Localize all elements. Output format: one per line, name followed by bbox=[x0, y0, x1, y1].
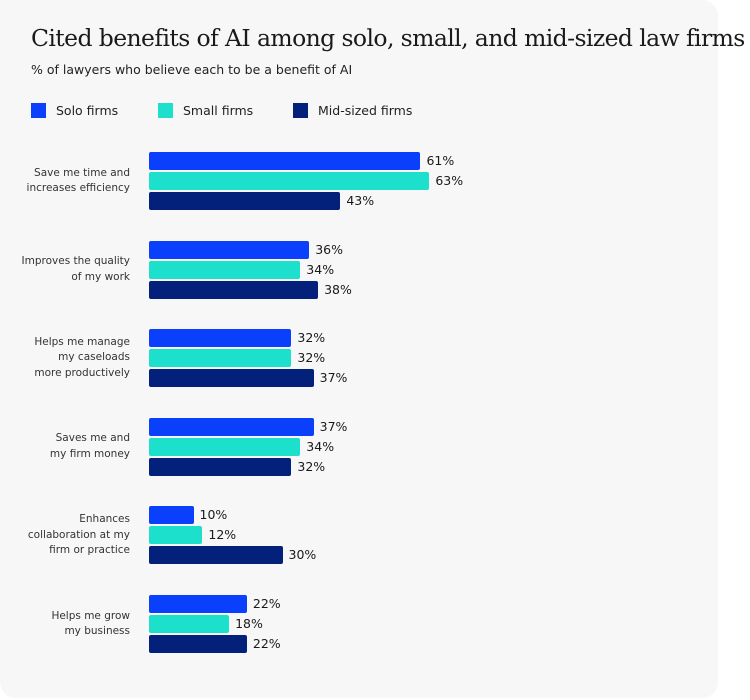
bar bbox=[149, 506, 194, 525]
data-label: 38% bbox=[324, 281, 352, 297]
data-label: 37% bbox=[319, 370, 348, 386]
bar bbox=[149, 329, 292, 348]
legend-item-solo: Solo firms bbox=[31, 102, 118, 118]
category-label-line: my firm money bbox=[49, 447, 130, 460]
category-label-line: my caseloads bbox=[58, 351, 130, 364]
category-label-line: Enhances bbox=[79, 513, 130, 526]
bar bbox=[149, 546, 283, 565]
category-label: Save me time and increases efficiency bbox=[0, 166, 130, 197]
bar bbox=[149, 192, 341, 210]
legend-label: Solo firms bbox=[56, 102, 119, 118]
chart-subtitle: % of lawyers who believe each to be a be… bbox=[31, 62, 353, 77]
data-label: 34% bbox=[306, 438, 335, 454]
data-label: 10% bbox=[199, 507, 228, 523]
data-label: 22% bbox=[252, 636, 281, 651]
data-label: 36% bbox=[315, 241, 343, 257]
data-label: 32% bbox=[297, 350, 326, 366]
bar bbox=[149, 172, 430, 190]
category-label-line: firm or practice bbox=[49, 544, 130, 557]
legend-swatch bbox=[158, 102, 173, 118]
data-label: 18% bbox=[235, 616, 263, 631]
category-label-line: of my work bbox=[71, 270, 130, 283]
data-label: 61% bbox=[426, 153, 455, 168]
category-label-line: my business bbox=[64, 625, 130, 637]
data-label: 37% bbox=[319, 418, 348, 434]
bar bbox=[149, 457, 292, 476]
category-label-line: Saves me and bbox=[55, 432, 130, 445]
bar bbox=[149, 595, 247, 613]
category-label-line: Helps me manage bbox=[34, 335, 130, 348]
bar bbox=[149, 437, 301, 456]
bar bbox=[149, 240, 310, 259]
legend-swatch bbox=[293, 102, 308, 118]
legend-swatch bbox=[31, 102, 46, 118]
bar bbox=[149, 260, 301, 279]
data-label: 22% bbox=[252, 596, 281, 611]
category-label-line: Improves the quality bbox=[21, 255, 130, 268]
legend-item-mid: Mid-sized firms bbox=[293, 102, 412, 118]
data-label: 12% bbox=[208, 527, 237, 543]
category-label: Enhances collaboration at my firm or pract… bbox=[0, 512, 130, 559]
bar bbox=[149, 615, 230, 633]
category-label-line: Helps me grow bbox=[51, 609, 130, 622]
data-label: 32% bbox=[297, 458, 326, 474]
data-label: 63% bbox=[435, 173, 464, 188]
category-label-line: Save me time and bbox=[34, 166, 130, 179]
chart-card: Cited benefits of AI among solo, small, … bbox=[0, 24, 746, 653]
category-label-line: increases efficiency bbox=[26, 182, 130, 194]
category-label: Improves the quality of my work bbox=[0, 254, 130, 285]
data-label: 43% bbox=[346, 193, 375, 208]
category-label: Helps me grow my business bbox=[0, 609, 130, 640]
legend-label: Small firms bbox=[183, 102, 254, 118]
category-label-line: collaboration at my bbox=[27, 528, 130, 541]
category-label-line: more productively bbox=[34, 366, 130, 379]
data-label: 34% bbox=[306, 261, 335, 277]
legend-item-small: Small firms bbox=[158, 102, 253, 118]
chart-title: Cited benefits of AI among solo, small, … bbox=[31, 24, 745, 52]
bar bbox=[149, 152, 421, 170]
data-label: 30% bbox=[288, 547, 317, 563]
legend-label: Mid-sized firms bbox=[318, 102, 413, 118]
category-label: Saves me and my firm money bbox=[0, 431, 130, 462]
bar bbox=[149, 417, 314, 436]
category-label: Helps me manage my caseloads more producti… bbox=[0, 335, 130, 382]
bar bbox=[149, 280, 319, 299]
bar bbox=[149, 369, 314, 388]
bar bbox=[149, 349, 292, 368]
bar bbox=[149, 526, 203, 545]
data-label: 32% bbox=[297, 330, 326, 346]
bar bbox=[149, 635, 247, 653]
